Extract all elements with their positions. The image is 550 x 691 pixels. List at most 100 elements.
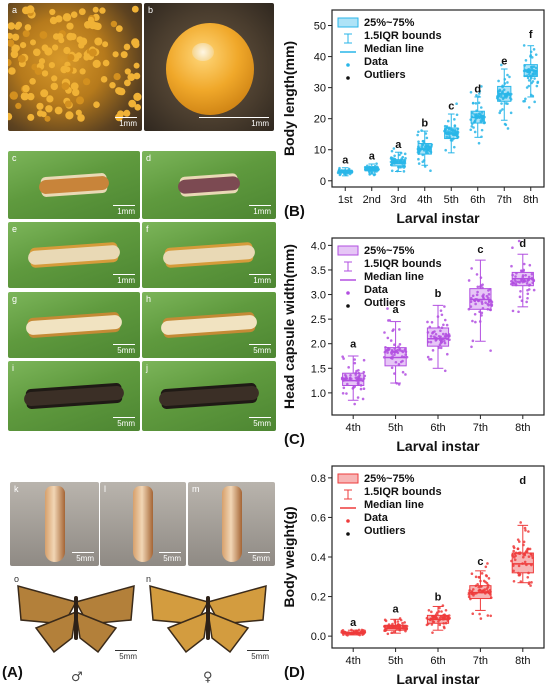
y-tick-label: 0 [320, 176, 326, 188]
scale-bar: 5mm [113, 343, 135, 355]
egg-dot [33, 48, 41, 57]
scale-bar: 1mm [113, 273, 135, 285]
data-point [469, 118, 473, 121]
data-point [484, 565, 488, 569]
data-point [434, 332, 438, 336]
photo-label: n [146, 574, 152, 584]
chart-b-body-length: 0 10 20 30 40 50 Body length(mm) Larval instar 1… [281, 9, 545, 226]
data-point [439, 616, 442, 619]
egg-dot [36, 110, 44, 117]
data-point [420, 129, 423, 132]
data-point [515, 280, 518, 283]
legend-swatch-box [337, 17, 359, 28]
data-point [362, 370, 366, 374]
pupa-image [221, 486, 242, 562]
data-point [527, 79, 531, 82]
photo-label: m [192, 484, 200, 494]
data-point [500, 63, 503, 67]
x-tick-label: 3rd [390, 194, 406, 206]
data-point [427, 608, 431, 612]
data-point [530, 81, 533, 85]
data-point [531, 556, 534, 560]
data-point [515, 271, 518, 275]
egg-dot [20, 92, 29, 101]
scale-bar: 1mm [115, 116, 137, 128]
legend-label: 25%~75% [364, 245, 415, 257]
data-point [512, 282, 516, 285]
data-point [486, 302, 490, 306]
data-point [357, 371, 361, 375]
egg-dot [62, 13, 72, 22]
data-point [501, 108, 504, 111]
data-point [417, 157, 420, 161]
data-point [430, 623, 434, 626]
egg-dot [44, 115, 51, 122]
data-point [344, 373, 347, 377]
data-point [425, 149, 429, 153]
data-point [391, 622, 394, 626]
legend-label: Data [364, 284, 389, 296]
data-point [467, 279, 471, 282]
panel-a: a 1mm b 1mm c 1mm d 1mm e 1mm f 1mm g 5mm h 5mm i 5mm… [2, 3, 276, 685]
data-point [536, 80, 540, 84]
y-tick-label: 0.8 [311, 473, 326, 485]
data-point [484, 574, 488, 577]
data-point [395, 381, 399, 385]
data-point [509, 282, 513, 286]
y-tick-label: 0.6 [311, 512, 326, 524]
data-point [480, 135, 483, 139]
egg-dot [11, 44, 19, 52]
data-point [518, 572, 522, 576]
photo-label: e [12, 224, 18, 234]
data-point [530, 272, 534, 276]
data-point [489, 303, 492, 306]
data-point [443, 341, 447, 345]
data-point [524, 97, 527, 101]
data-point [434, 613, 438, 616]
pupa-image [133, 486, 153, 562]
egg-dot [61, 82, 70, 90]
scale-bar: 5mm [115, 649, 137, 661]
data-point [526, 296, 529, 300]
data-point [503, 77, 507, 81]
data-point [531, 281, 535, 285]
scale-bar: 5mm [249, 343, 271, 355]
data-point [534, 66, 538, 70]
x-tick-label: 6th [430, 422, 445, 434]
data-point [486, 307, 490, 311]
larva-image [25, 314, 123, 336]
data-point [445, 135, 449, 139]
data-point [422, 141, 426, 145]
data-point [443, 626, 446, 630]
egg-dot [29, 78, 36, 85]
legend-label: Median line [364, 43, 424, 55]
data-point [396, 623, 400, 627]
egg-dot [52, 44, 59, 51]
egg-dot [20, 42, 27, 49]
data-point [527, 275, 531, 279]
photo-larva-f: f 1mm [142, 222, 276, 288]
scale-bar: 5mm [249, 416, 271, 428]
data-point [533, 100, 536, 104]
photo-label: h [146, 294, 152, 304]
data-point [392, 160, 396, 163]
data-point [423, 165, 427, 168]
data-point [354, 373, 357, 376]
data-point [521, 555, 525, 559]
data-point [401, 155, 405, 159]
x-tick-label: 8th [515, 422, 530, 434]
legend-swatch-outlier [346, 304, 350, 308]
data-point [514, 282, 518, 286]
data-point [475, 293, 479, 297]
data-point [424, 132, 428, 135]
data-point [443, 305, 446, 308]
egg-micropyle [192, 43, 214, 61]
data-point [426, 151, 430, 155]
data-point [500, 95, 503, 99]
data-point [514, 275, 517, 278]
data-point [445, 323, 449, 327]
data-point [526, 575, 530, 579]
data-point [513, 558, 517, 562]
data-point [387, 625, 391, 628]
data-point [429, 150, 433, 154]
